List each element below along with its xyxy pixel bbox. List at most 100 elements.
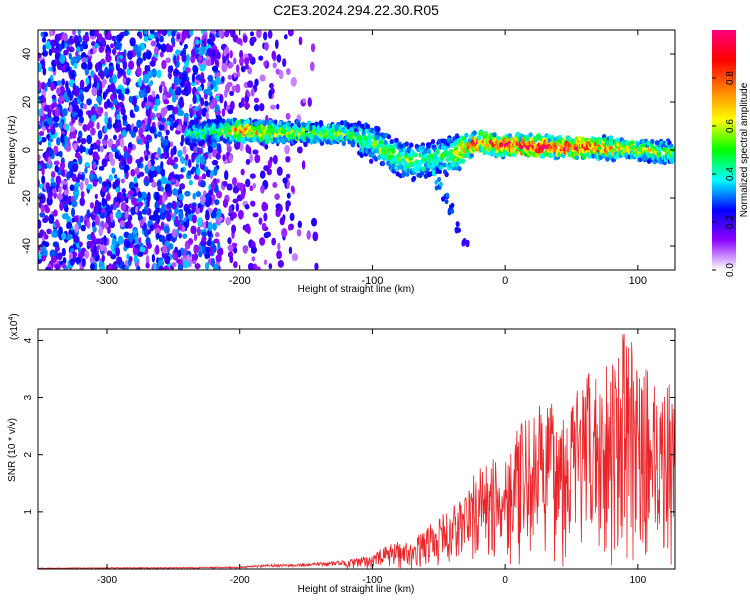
noise-cell [50,82,55,92]
noise-cell [259,237,266,246]
noise-cell [100,237,104,246]
noise-cell [138,171,145,177]
noise-cell [151,253,156,263]
x-tick-label: 0 [502,575,508,586]
noise-cell [196,226,201,237]
noise-cell [212,222,217,231]
noise-cell [189,30,194,37]
noise-cell [96,244,101,250]
noise-cell [61,39,65,50]
noise-cell [105,193,111,202]
ridge-cell [389,139,394,145]
noise-cell [67,160,74,170]
noise-cell [51,94,57,100]
noise-cell [47,77,52,88]
noise-cell [114,151,119,160]
noise-cell [59,85,65,96]
noise-cell [169,65,174,73]
noise-cell [185,53,190,63]
noise-cell [195,39,200,46]
x-tick-label: -300 [97,575,117,586]
noise-cell [80,224,86,232]
noise-cell [226,183,233,191]
noise-cell [161,30,168,37]
noise-cell [201,164,205,170]
noise-cell [128,95,133,103]
noise-cell [174,174,179,180]
noise-cell [177,224,183,231]
noise-cell [125,240,131,249]
noise-cell [235,64,240,73]
noise-cell [170,148,174,158]
noise-cell [289,212,295,222]
noise-cell [227,74,233,80]
ridge-cell [273,119,278,125]
noise-cell [276,103,280,110]
noise-cell [229,50,233,59]
noise-cell [38,164,42,170]
noise-cell [160,235,166,243]
ridge-cell [670,157,675,163]
noise-cell [95,139,101,146]
noise-cell [290,77,297,87]
ridge-cell [454,161,459,167]
ridge-cell [251,126,257,132]
ridge-cell [445,151,450,157]
noise-cell [312,231,319,242]
ridge-cell [671,151,675,157]
noise-cell [119,138,125,148]
noise-cell [71,207,76,218]
noise-cell [215,113,221,120]
noise-cell [163,266,168,270]
noise-cell [209,33,216,42]
noise-cell [182,260,190,269]
noise-cell [58,120,63,130]
ridge-cell [423,173,429,179]
noise-cell [55,175,62,185]
noise-cell [54,264,61,270]
noise-cell [141,122,146,132]
branch-cell [444,198,449,205]
branch-cell [431,171,436,177]
noise-cell [53,209,58,217]
ridge-cell [319,140,325,146]
noise-cell [247,66,253,75]
noise-cell [40,204,45,215]
branch-cell [448,204,453,210]
noise-cell [43,241,50,248]
noise-cell [205,192,210,202]
noise-cell [172,252,178,261]
noise-cell [85,77,90,86]
noise-cell [229,90,235,96]
noise-cell [275,68,280,75]
noise-cell [183,43,188,50]
noise-cell [68,46,75,53]
noise-cell [99,107,104,114]
noise-cell [86,98,92,106]
noise-cell [145,140,150,151]
noise-cell [152,170,158,177]
noise-cell [229,100,235,111]
noise-cell [211,141,217,149]
noise-cell [216,142,222,153]
ridge-cell [528,132,533,138]
noise-cell [77,30,81,36]
noise-cell [54,165,59,173]
noise-cell [156,179,162,188]
noise-cell [161,244,168,254]
noise-cell [260,184,265,194]
noise-cell [193,253,199,261]
noise-cell [168,104,175,111]
noise-cell [227,244,234,252]
noise-cell [180,134,185,144]
noise-cell [250,200,256,207]
noise-cell [244,103,250,109]
noise-cell [237,209,244,220]
noise-cell [176,54,180,62]
noise-cell [105,44,110,52]
noise-cell [150,40,157,47]
noise-cell [101,254,105,263]
noise-cell [38,62,42,73]
noise-cell [115,186,120,193]
colorbar-tick-label: 0.4 [725,167,736,181]
